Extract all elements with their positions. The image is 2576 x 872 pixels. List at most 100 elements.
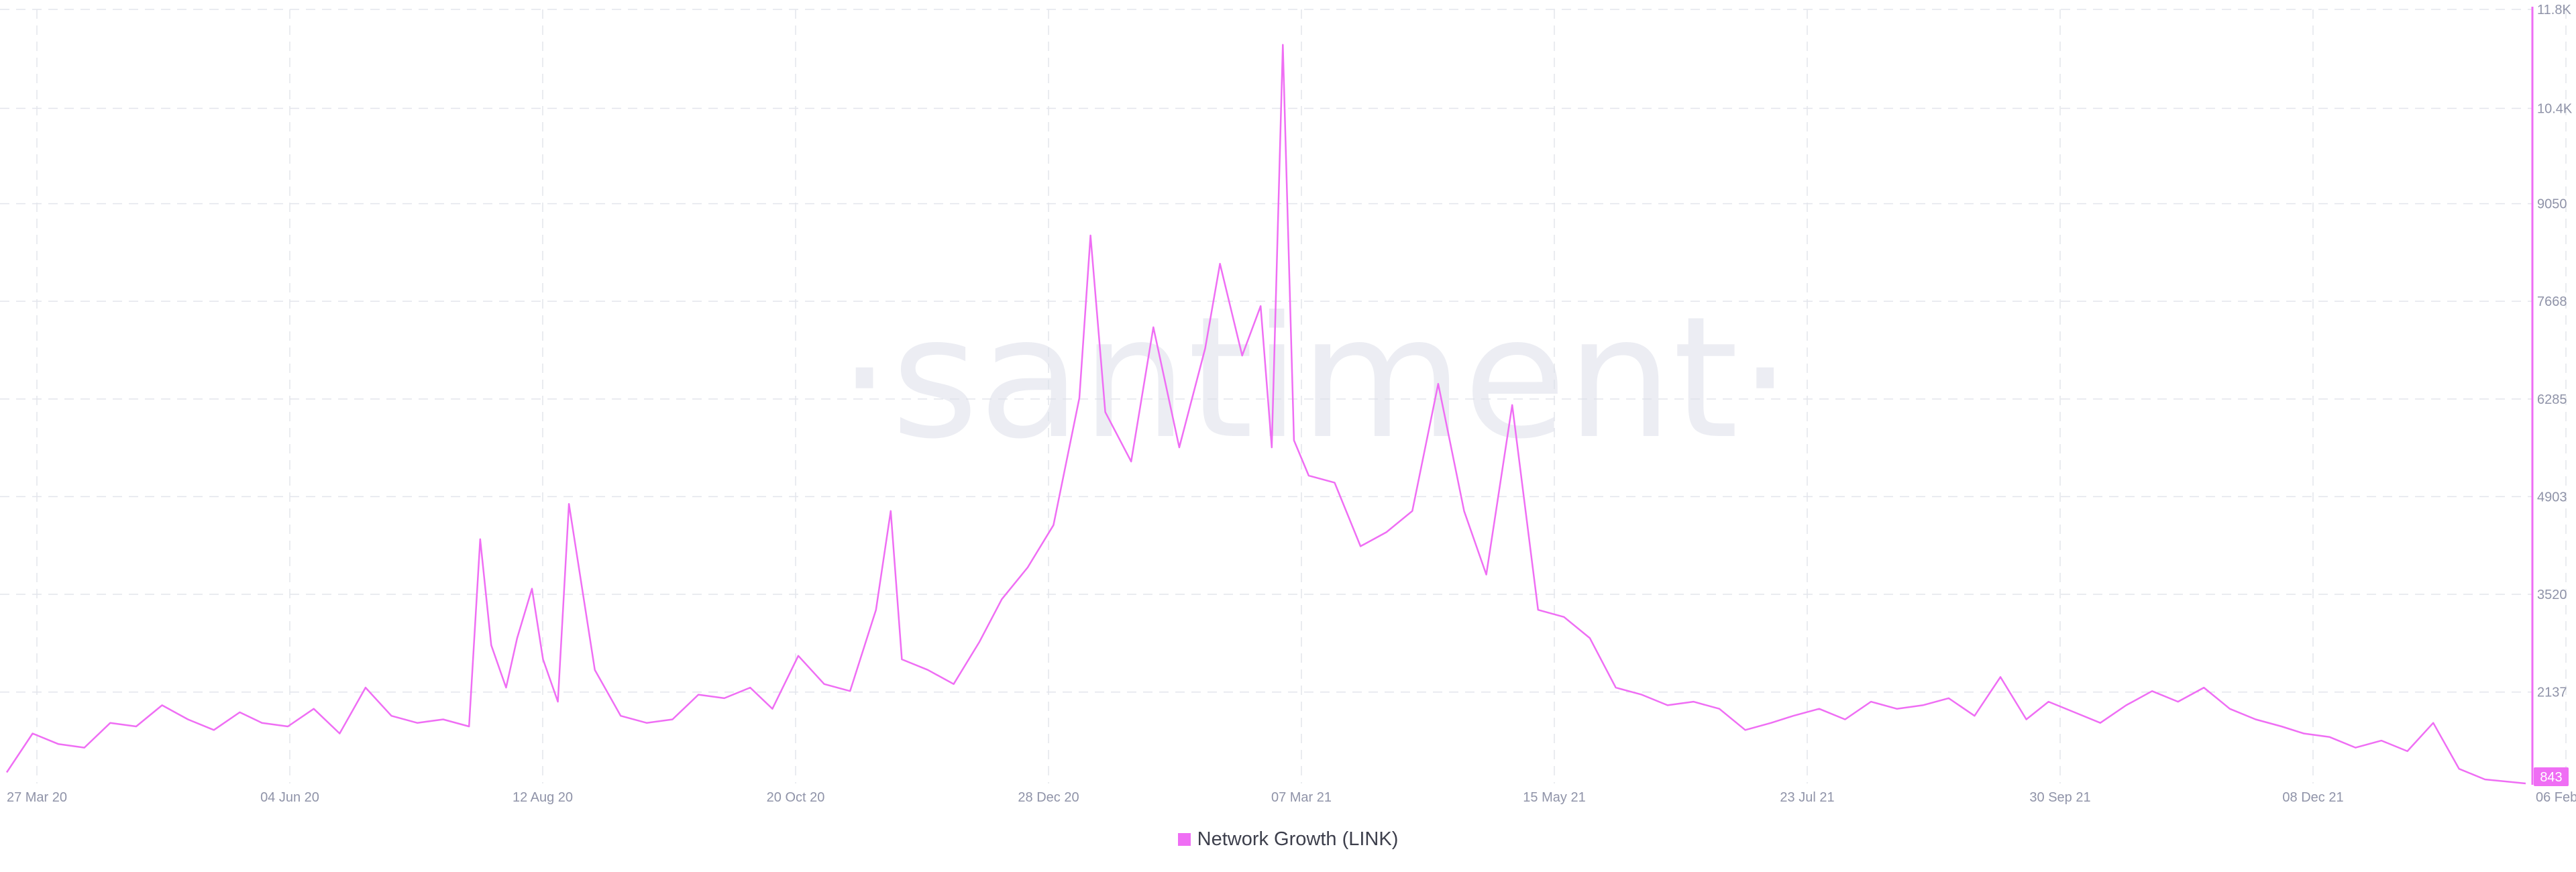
- data-point[interactable]: [2125, 704, 2128, 706]
- data-point[interactable]: [1130, 460, 1132, 463]
- data-point[interactable]: [416, 722, 419, 724]
- data-point[interactable]: [723, 697, 726, 700]
- data-point[interactable]: [1511, 404, 1513, 406]
- data-point[interactable]: [1281, 44, 1284, 46]
- data-point[interactable]: [1870, 700, 1872, 703]
- legend-swatch[interactable]: [1177, 833, 1191, 846]
- data-point[interactable]: [568, 502, 570, 505]
- data-point[interactable]: [697, 694, 700, 696]
- data-point[interactable]: [2354, 747, 2357, 749]
- data-point[interactable]: [557, 700, 559, 703]
- data-point[interactable]: [2151, 690, 2153, 692]
- data-point[interactable]: [2229, 708, 2231, 710]
- legend[interactable]: Network Growth (LINK): [0, 828, 2576, 851]
- data-point[interactable]: [926, 669, 929, 671]
- data-point[interactable]: [1921, 704, 1924, 706]
- data-point[interactable]: [2406, 750, 2409, 753]
- data-point[interactable]: [1026, 566, 1029, 569]
- data-point[interactable]: [1463, 510, 1466, 512]
- data-point[interactable]: [823, 683, 826, 686]
- data-point[interactable]: [645, 722, 648, 724]
- data-point[interactable]: [1589, 637, 1591, 639]
- data-point[interactable]: [849, 690, 851, 692]
- data-point[interactable]: [238, 711, 241, 714]
- data-point[interactable]: [875, 608, 877, 611]
- data-point[interactable]: [2255, 718, 2257, 721]
- data-point[interactable]: [1818, 708, 1821, 710]
- data-point[interactable]: [2073, 711, 2076, 714]
- data-point[interactable]: [594, 669, 596, 671]
- data-point[interactable]: [2202, 686, 2205, 689]
- data-point[interactable]: [1896, 708, 1898, 710]
- data-point[interactable]: [213, 728, 215, 731]
- data-point[interactable]: [468, 725, 470, 728]
- data-point[interactable]: [2458, 767, 2461, 770]
- data-point[interactable]: [2025, 718, 2028, 721]
- data-point[interactable]: [32, 732, 34, 735]
- data-point[interactable]: [1692, 700, 1695, 703]
- data-point[interactable]: [1718, 708, 1721, 710]
- data-point[interactable]: [109, 722, 111, 724]
- data-point[interactable]: [313, 708, 315, 710]
- data-point[interactable]: [1271, 446, 1273, 449]
- data-point[interactable]: [749, 686, 751, 689]
- data-point[interactable]: [261, 722, 264, 724]
- data-point[interactable]: [57, 743, 60, 745]
- data-point[interactable]: [286, 725, 289, 728]
- series-line-network-growth[interactable]: [5, 44, 2526, 785]
- data-point[interactable]: [2483, 778, 2486, 781]
- data-point[interactable]: [1947, 697, 1950, 700]
- data-point[interactable]: [2099, 722, 2102, 724]
- data-point[interactable]: [364, 686, 367, 689]
- data-point[interactable]: [672, 718, 674, 721]
- data-point[interactable]: [1485, 574, 1488, 576]
- data-point[interactable]: [978, 641, 981, 643]
- data-point[interactable]: [1334, 482, 1336, 484]
- data-point[interactable]: [1204, 347, 1207, 350]
- data-point[interactable]: [1152, 326, 1155, 329]
- data-point[interactable]: [1259, 305, 1262, 307]
- data-point[interactable]: [1792, 714, 1794, 717]
- data-point[interactable]: [390, 714, 393, 717]
- data-point[interactable]: [1973, 714, 1976, 717]
- data-point[interactable]: [442, 718, 445, 721]
- data-point[interactable]: [2302, 732, 2305, 735]
- data-point[interactable]: [1640, 694, 1643, 696]
- data-point[interactable]: [504, 686, 507, 689]
- data-point[interactable]: [1744, 728, 1747, 731]
- data-point[interactable]: [186, 718, 189, 721]
- data-point[interactable]: [2380, 739, 2383, 742]
- data-point[interactable]: [1307, 474, 1310, 477]
- data-point[interactable]: [2432, 722, 2434, 724]
- data-point[interactable]: [2177, 700, 2180, 703]
- data-point[interactable]: [1241, 354, 1244, 357]
- data-point[interactable]: [1293, 439, 1295, 442]
- data-point[interactable]: [83, 747, 86, 749]
- data-point[interactable]: [1411, 510, 1413, 512]
- data-point[interactable]: [1615, 686, 1617, 689]
- data-point[interactable]: [1089, 234, 1092, 237]
- data-point[interactable]: [1999, 675, 2002, 678]
- data-point[interactable]: [1219, 262, 1222, 265]
- data-point[interactable]: [490, 644, 492, 647]
- data-point[interactable]: [479, 538, 482, 541]
- data-point[interactable]: [2328, 736, 2331, 739]
- data-point[interactable]: [619, 714, 622, 717]
- data-point[interactable]: [771, 708, 773, 710]
- data-point[interactable]: [1078, 396, 1081, 399]
- data-point[interactable]: [1052, 524, 1055, 527]
- data-point[interactable]: [953, 683, 955, 686]
- data-point[interactable]: [1770, 722, 1772, 724]
- data-point[interactable]: [542, 658, 545, 661]
- data-point[interactable]: [1562, 616, 1565, 618]
- data-point[interactable]: [1000, 598, 1003, 600]
- data-point[interactable]: [338, 732, 341, 735]
- data-point[interactable]: [1843, 718, 1846, 721]
- data-point[interactable]: [1178, 446, 1181, 449]
- data-point[interactable]: [2524, 782, 2527, 785]
- data-point[interactable]: [1385, 531, 1388, 533]
- series-layer[interactable]: [5, 44, 2527, 785]
- data-point[interactable]: [1537, 608, 1540, 611]
- data-point[interactable]: [135, 725, 138, 728]
- data-point[interactable]: [516, 637, 519, 639]
